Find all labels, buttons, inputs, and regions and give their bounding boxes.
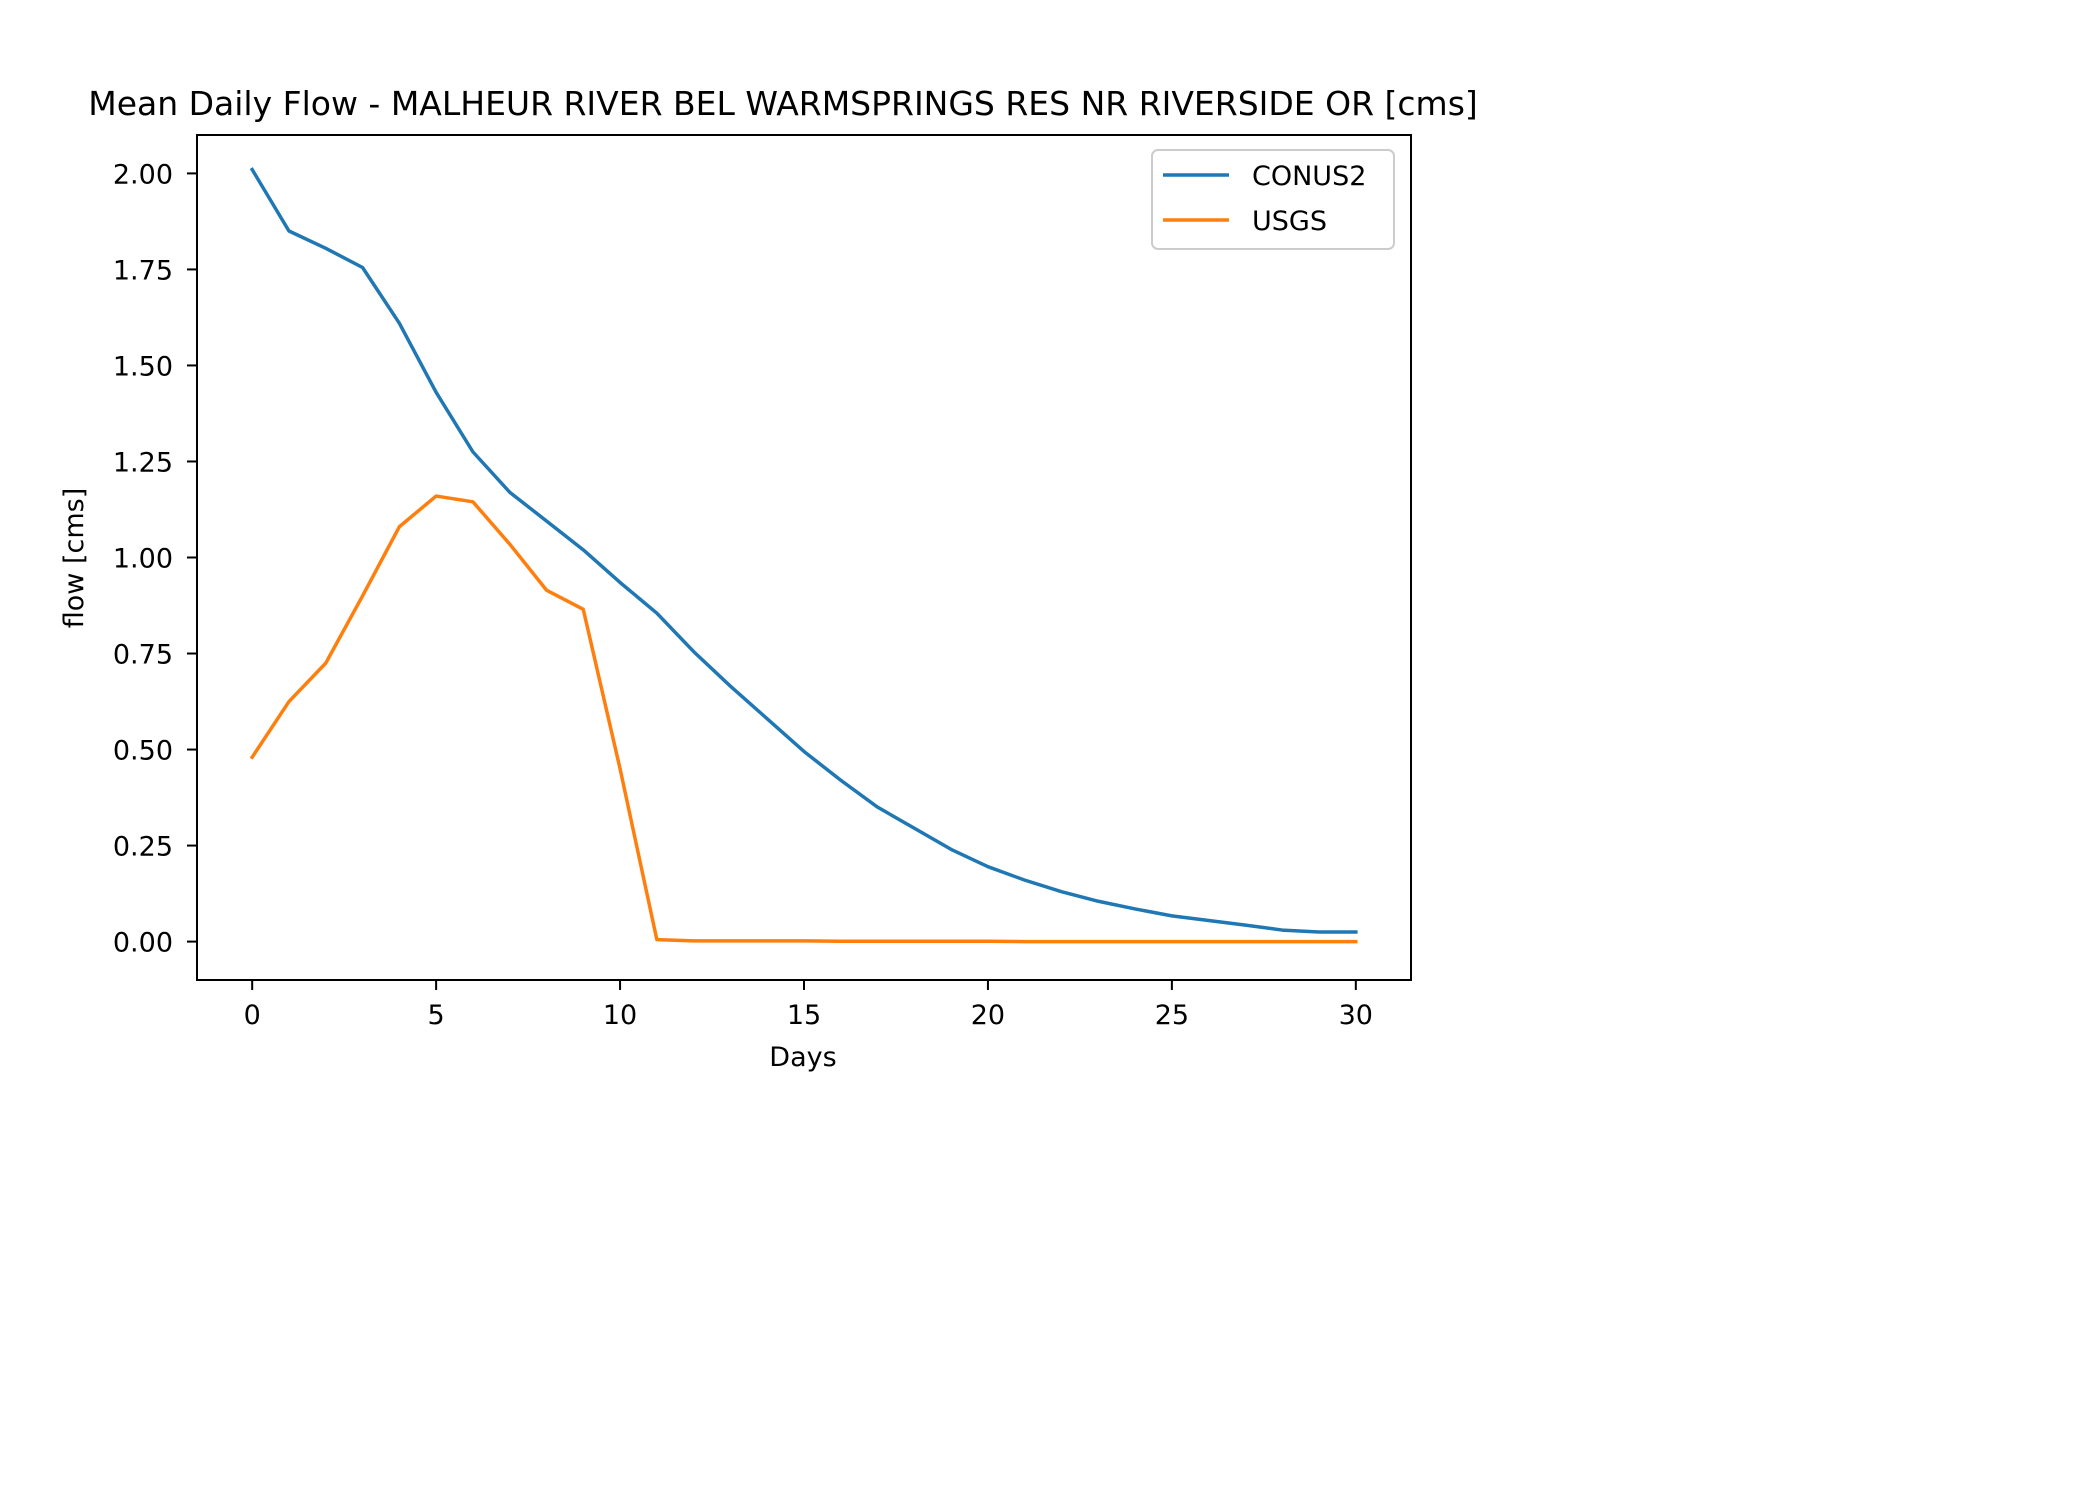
y-tick-label: 0.00 xyxy=(113,928,173,959)
legend-label-usgs: USGS xyxy=(1252,206,1327,237)
y-tick-label: 1.25 xyxy=(113,447,173,478)
y-tick-label: 1.50 xyxy=(113,351,173,382)
y-tick-label: 2.00 xyxy=(113,159,173,190)
line-chart: Mean Daily Flow - MALHEUR RIVER BEL WARM… xyxy=(59,84,1478,1073)
y-axis: 0.00 0.25 0.50 0.75 1.00 1.25 1.50 1.75 2.00 xyxy=(113,159,197,959)
legend-items: CONUS2 USGS xyxy=(1163,161,1366,237)
y-tick-label: 0.50 xyxy=(113,736,173,767)
y-tick-label: 1.75 xyxy=(113,255,173,286)
y-tick-label: 1.00 xyxy=(113,544,173,575)
y-tick-label: 0.25 xyxy=(113,832,173,863)
x-tick-label: 0 xyxy=(244,1000,261,1031)
y-tick-label: 0.75 xyxy=(113,640,173,671)
x-tick-label: 20 xyxy=(971,1000,1005,1031)
x-tick-label: 25 xyxy=(1155,1000,1189,1031)
plot-area xyxy=(196,134,1412,981)
legend: CONUS2 USGS xyxy=(1151,149,1395,250)
x-tick-label: 30 xyxy=(1339,1000,1373,1031)
plot-background xyxy=(197,135,1411,980)
series-layer xyxy=(249,167,1358,944)
x-axis: 0 5 10 15 20 25 30 xyxy=(244,980,1373,1031)
legend-label-conus2: CONUS2 xyxy=(1252,161,1366,192)
chart-title: Mean Daily Flow - MALHEUR RIVER BEL WARM… xyxy=(88,84,1478,123)
series-line-usgs xyxy=(249,494,1358,944)
y-axis-label: flow [cms] xyxy=(59,488,90,628)
x-axis-label: Days xyxy=(769,1042,836,1073)
x-tick-label: 10 xyxy=(603,1000,637,1031)
x-tick-label: 5 xyxy=(428,1000,445,1031)
x-tick-label: 15 xyxy=(787,1000,821,1031)
series-line-conus2 xyxy=(249,167,1358,934)
